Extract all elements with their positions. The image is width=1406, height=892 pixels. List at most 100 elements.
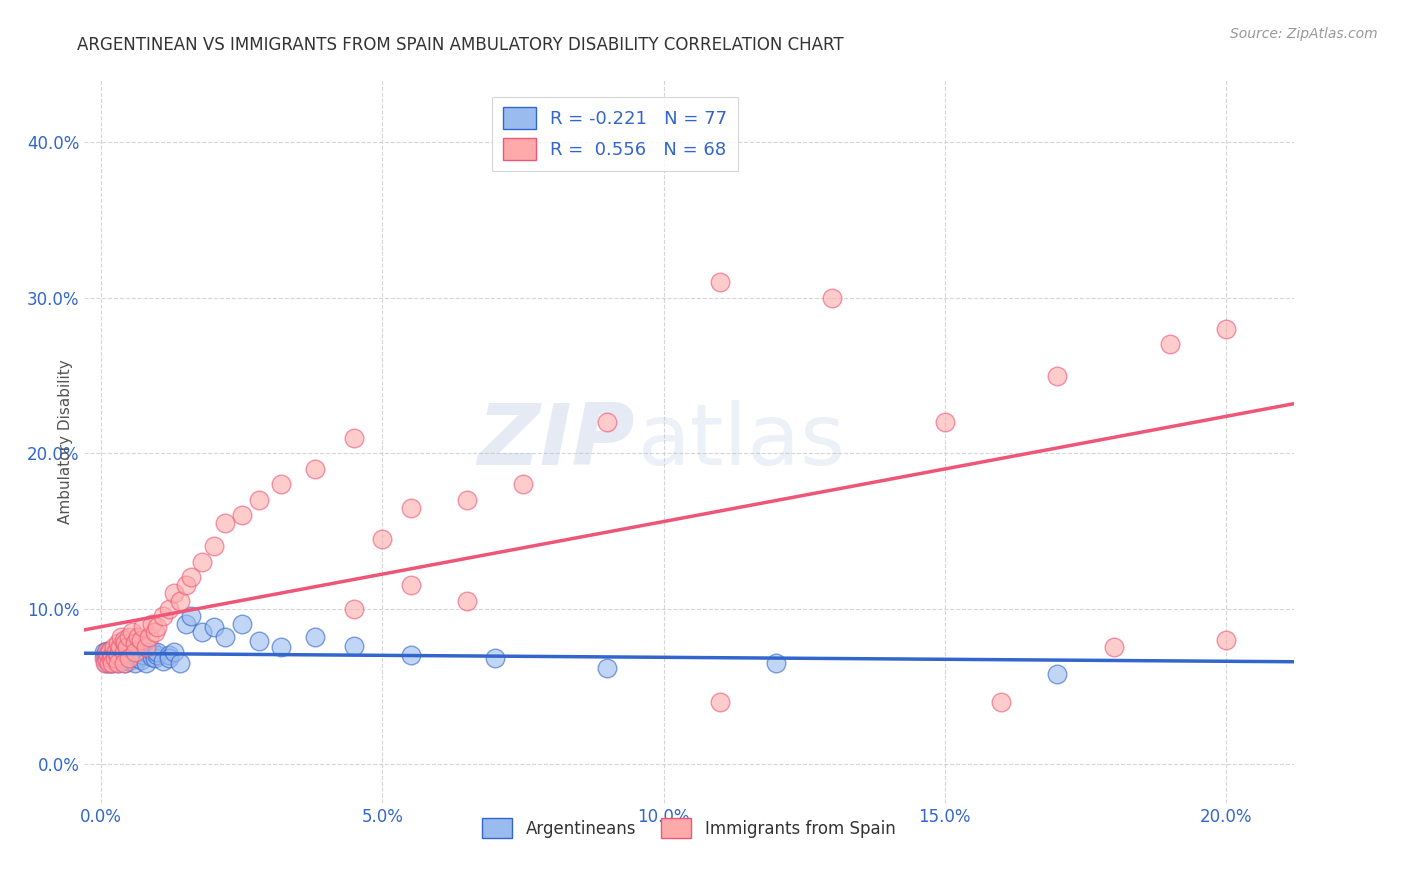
Point	[107, 647, 129, 661]
Point	[121, 643, 143, 657]
Point	[115, 648, 138, 663]
Point	[120, 648, 142, 663]
Point	[1215, 632, 1237, 647]
Legend: Argentineans, Immigrants from Spain: Argentineans, Immigrants from Spain	[475, 812, 903, 845]
Point	[180, 570, 202, 584]
Point	[135, 645, 157, 659]
Point	[111, 654, 134, 668]
Point	[163, 645, 186, 659]
Point	[97, 645, 120, 659]
Point	[231, 617, 253, 632]
Point	[94, 656, 117, 670]
Point	[100, 645, 122, 659]
Point	[98, 651, 121, 665]
Point	[709, 275, 731, 289]
Point	[118, 645, 141, 659]
Point	[118, 654, 141, 668]
Point	[104, 651, 127, 665]
Point	[202, 620, 225, 634]
Point	[112, 647, 135, 661]
Point	[709, 695, 731, 709]
Point	[129, 632, 152, 647]
Point	[169, 656, 191, 670]
Point	[101, 647, 124, 661]
Point	[456, 492, 478, 507]
Point	[132, 620, 155, 634]
Point	[141, 643, 163, 657]
Point	[108, 640, 131, 655]
Point	[138, 630, 160, 644]
Point	[174, 578, 197, 592]
Point	[127, 630, 149, 644]
Point	[97, 647, 120, 661]
Point	[107, 656, 129, 670]
Point	[174, 617, 197, 632]
Point	[124, 645, 146, 659]
Point	[108, 648, 131, 663]
Point	[821, 291, 844, 305]
Point	[103, 648, 125, 663]
Point	[93, 645, 115, 659]
Point	[121, 624, 143, 639]
Point	[100, 654, 122, 668]
Point	[96, 647, 118, 661]
Text: ZIP: ZIP	[477, 400, 634, 483]
Point	[157, 601, 180, 615]
Point	[163, 586, 186, 600]
Point	[231, 508, 253, 523]
Point	[93, 651, 115, 665]
Point	[107, 656, 129, 670]
Point	[98, 648, 121, 663]
Point	[105, 651, 128, 665]
Point	[180, 609, 202, 624]
Point	[98, 643, 121, 657]
Point	[112, 656, 135, 670]
Point	[112, 645, 135, 659]
Point	[110, 630, 132, 644]
Point	[343, 601, 366, 615]
Point	[104, 643, 127, 657]
Point	[107, 645, 129, 659]
Point	[101, 656, 124, 670]
Y-axis label: Ambulatory Disability: Ambulatory Disability	[58, 359, 73, 524]
Point	[101, 649, 124, 664]
Point	[399, 648, 422, 663]
Point	[94, 648, 117, 663]
Point	[143, 651, 166, 665]
Point	[214, 630, 236, 644]
Point	[1215, 322, 1237, 336]
Point	[118, 651, 141, 665]
Point	[512, 477, 534, 491]
Point	[98, 656, 121, 670]
Point	[596, 415, 619, 429]
Point	[247, 634, 270, 648]
Point	[146, 645, 169, 659]
Point	[108, 651, 131, 665]
Point	[1046, 666, 1069, 681]
Point	[169, 594, 191, 608]
Point	[103, 651, 125, 665]
Point	[100, 651, 122, 665]
Point	[456, 594, 478, 608]
Point	[107, 636, 129, 650]
Point	[112, 632, 135, 647]
Point	[118, 651, 141, 665]
Point	[124, 656, 146, 670]
Point	[157, 648, 180, 663]
Point	[107, 649, 129, 664]
Point	[112, 649, 135, 664]
Point	[118, 630, 141, 644]
Point	[112, 643, 135, 657]
Point	[371, 532, 394, 546]
Point	[96, 653, 118, 667]
Point	[114, 656, 136, 670]
Point	[101, 648, 124, 663]
Point	[343, 431, 366, 445]
Point	[343, 639, 366, 653]
Point	[114, 636, 136, 650]
Text: atlas: atlas	[638, 400, 846, 483]
Point	[101, 645, 124, 659]
Point	[135, 640, 157, 655]
Point	[129, 647, 152, 661]
Point	[101, 656, 124, 670]
